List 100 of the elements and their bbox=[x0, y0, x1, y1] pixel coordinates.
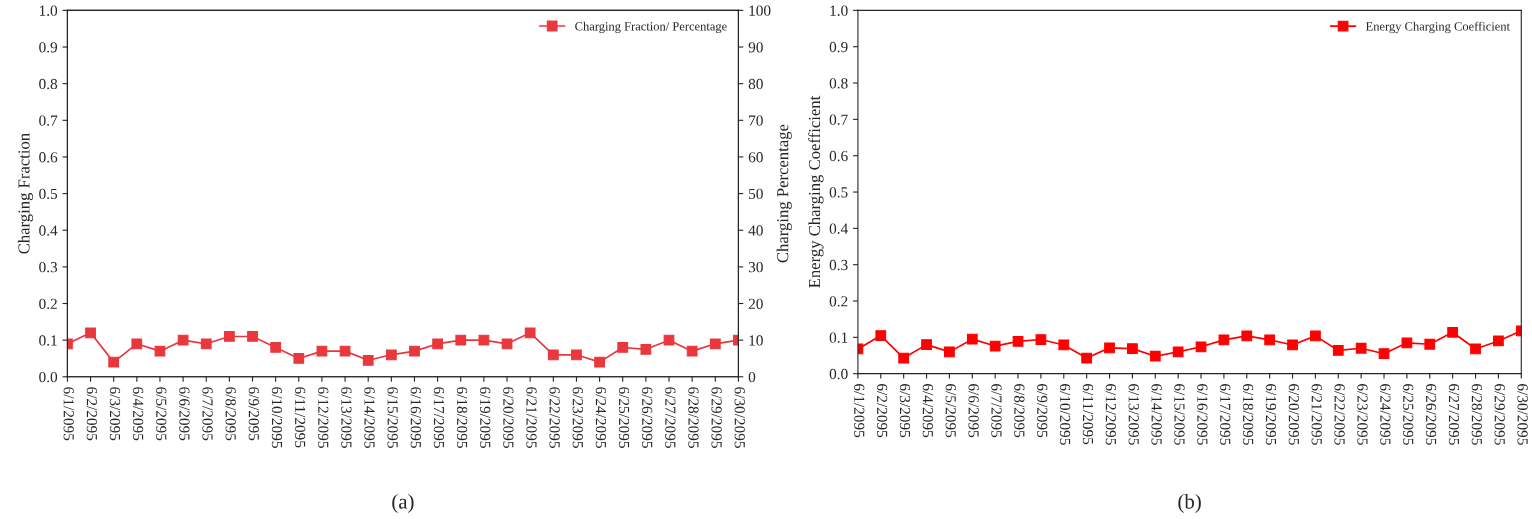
y-tick-label: 0.1 bbox=[39, 335, 57, 346]
y-tick-label: 0.7 bbox=[39, 115, 58, 126]
point bbox=[1035, 334, 1047, 345]
y-axis-title: Energy Charging Coefficient bbox=[808, 95, 824, 288]
x-tick-label: 6/18/2095 bbox=[1242, 384, 1254, 445]
x-tick-label: 6/7/2095 bbox=[202, 387, 213, 441]
x-tick-label: 6/28/2095 bbox=[1471, 384, 1483, 445]
point bbox=[663, 334, 675, 346]
y2-axis-title: Charging Percentage bbox=[776, 124, 792, 263]
x-tick-label: 6/21/2095 bbox=[526, 387, 537, 448]
y2-tick-label: 20 bbox=[748, 298, 763, 309]
y-tick-label: 0.6 bbox=[39, 152, 58, 163]
point bbox=[1104, 342, 1115, 354]
y-tick-label: 0.3 bbox=[829, 259, 848, 271]
point bbox=[709, 338, 721, 350]
x-tick-label: 6/2/2095 bbox=[876, 384, 888, 438]
x-tick-label: 6/17/2095 bbox=[1220, 384, 1231, 445]
x-tick-label: 6/9/2095 bbox=[1037, 384, 1048, 438]
point bbox=[1447, 326, 1459, 338]
point bbox=[1012, 335, 1024, 347]
x-tick-label: 6/29/2095 bbox=[1494, 384, 1505, 445]
x-tick-label: 6/24/2095 bbox=[1380, 384, 1391, 445]
text: (b) bbox=[1178, 493, 1201, 513]
x-tick-label: 6/13/2095 bbox=[341, 387, 352, 448]
point bbox=[501, 338, 513, 350]
x-tick-label: 6/26/2095 bbox=[1425, 384, 1437, 445]
point bbox=[1241, 330, 1253, 342]
x-tick-label: 6/5/2095 bbox=[156, 387, 167, 441]
point bbox=[1470, 343, 1481, 355]
point bbox=[177, 334, 189, 346]
x-tick-label: 6/18/2095 bbox=[456, 387, 468, 448]
point bbox=[478, 334, 490, 346]
x-tick-label: 6/19/2095 bbox=[480, 387, 491, 448]
y-tick-label: 0.4 bbox=[39, 225, 58, 236]
point bbox=[200, 338, 212, 350]
point bbox=[85, 327, 96, 339]
point bbox=[547, 349, 559, 361]
y-tick-label: 0.5 bbox=[829, 187, 848, 198]
x-tick-label: 6/24/2095 bbox=[595, 387, 607, 448]
x-tick-label: 6/20/2095 bbox=[1288, 384, 1300, 445]
x-tick-label: 6/7/2095 bbox=[991, 384, 1002, 438]
point bbox=[1378, 348, 1390, 360]
point bbox=[409, 345, 420, 357]
point bbox=[131, 338, 143, 350]
point bbox=[966, 333, 978, 345]
x-tick-label: 6/11/2095 bbox=[294, 387, 306, 448]
legend-label: Charging Fraction/ Percentage bbox=[575, 21, 727, 34]
point bbox=[1127, 343, 1138, 354]
point bbox=[571, 349, 582, 361]
y-tick-label: 0.2 bbox=[829, 296, 848, 307]
x-tick-label: 6/14/2095 bbox=[364, 387, 375, 448]
y2-tick-label: 40 bbox=[748, 225, 763, 236]
y-tick-label: 0.7 bbox=[829, 114, 848, 125]
y2-tick-label: 90 bbox=[748, 42, 763, 53]
x-tick-label: 6/1/2095 bbox=[854, 384, 865, 438]
y-axis-title: Charging Fraction bbox=[17, 133, 34, 254]
y2-tick-label: 10 bbox=[749, 335, 763, 346]
x-tick-label: 6/23/2095 bbox=[572, 387, 583, 448]
x-tick-label: 6/4/2095 bbox=[922, 384, 934, 438]
x-tick-label: 6/12/2095 bbox=[318, 387, 329, 448]
point bbox=[1493, 335, 1504, 347]
y2-tick-label: 60 bbox=[748, 152, 763, 163]
x-tick-label: 6/15/2095 bbox=[1174, 384, 1185, 445]
point bbox=[154, 345, 166, 357]
point bbox=[455, 334, 467, 346]
point bbox=[686, 345, 698, 357]
point bbox=[1310, 330, 1321, 342]
point bbox=[293, 353, 305, 364]
x-tick-label: 6/6/2095 bbox=[968, 384, 979, 438]
x-tick-label: 6/12/2095 bbox=[1105, 384, 1117, 445]
point bbox=[385, 349, 397, 361]
y-tick-label: 1.0 bbox=[830, 5, 848, 16]
x-tick-label: 6/2/2095 bbox=[86, 387, 98, 441]
x-tick-label: 6/11/2095 bbox=[1082, 384, 1094, 445]
x-tick-label: 6/9/2095 bbox=[248, 387, 259, 441]
x-tick-label: 6/1/2095 bbox=[63, 387, 74, 441]
x-tick-label: 6/25/2095 bbox=[618, 387, 630, 448]
point bbox=[1149, 350, 1161, 362]
text: (a) bbox=[392, 493, 414, 513]
point bbox=[898, 352, 910, 364]
point bbox=[224, 331, 235, 342]
x-tick-label: 6/3/2095 bbox=[109, 387, 121, 441]
point bbox=[524, 327, 536, 339]
x-tick-label: 6/30/2095 bbox=[734, 387, 745, 448]
point bbox=[640, 343, 652, 355]
x-tick-label: 6/20/2095 bbox=[503, 387, 514, 448]
x-tick-label: 6/10/2095 bbox=[271, 387, 283, 448]
x-tick-label: 6/25/2095 bbox=[1403, 384, 1414, 445]
point bbox=[316, 345, 328, 357]
point bbox=[1424, 338, 1436, 350]
y-tick-label: 0.1 bbox=[829, 332, 848, 343]
y2-tick-label: 30 bbox=[748, 262, 763, 273]
point bbox=[944, 346, 955, 358]
point bbox=[989, 340, 1001, 352]
x-tick-label: 6/16/2095 bbox=[1197, 384, 1208, 445]
point bbox=[1058, 339, 1070, 351]
y-tick-label: 0.5 bbox=[39, 188, 58, 200]
y2-tick-label: 70 bbox=[749, 115, 763, 126]
point bbox=[339, 345, 351, 357]
x-tick-label: 6/22/2095 bbox=[1334, 384, 1345, 445]
